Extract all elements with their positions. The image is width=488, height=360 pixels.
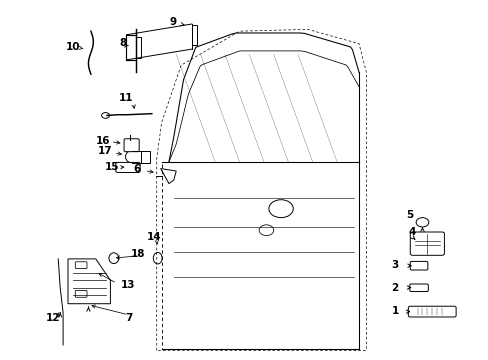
Polygon shape (68, 259, 110, 304)
Bar (136, 37, 141, 58)
Text: 17: 17 (98, 145, 112, 156)
Ellipse shape (153, 252, 162, 264)
Text: 12: 12 (46, 313, 61, 323)
Text: 9: 9 (169, 17, 177, 27)
FancyBboxPatch shape (409, 232, 444, 255)
FancyBboxPatch shape (75, 262, 87, 269)
Text: 10: 10 (65, 42, 80, 51)
FancyBboxPatch shape (407, 306, 455, 317)
Text: 7: 7 (125, 313, 132, 323)
Text: 13: 13 (121, 280, 136, 290)
Text: 3: 3 (390, 260, 398, 270)
Text: 8: 8 (119, 38, 126, 48)
Text: 6: 6 (133, 164, 141, 174)
FancyBboxPatch shape (124, 139, 139, 152)
Ellipse shape (109, 253, 119, 264)
Text: 1: 1 (391, 306, 398, 315)
FancyBboxPatch shape (75, 291, 87, 297)
Text: 16: 16 (96, 136, 110, 145)
Text: 2: 2 (391, 283, 398, 293)
Bar (141, 150, 150, 163)
Text: 15: 15 (104, 162, 119, 172)
FancyBboxPatch shape (409, 284, 427, 292)
Polygon shape (160, 168, 176, 184)
Text: 4: 4 (407, 228, 415, 237)
Text: 18: 18 (131, 249, 145, 259)
Bar (191, 25, 196, 45)
Text: 11: 11 (119, 93, 134, 103)
Text: 14: 14 (147, 232, 161, 242)
FancyBboxPatch shape (409, 261, 427, 270)
FancyBboxPatch shape (116, 162, 140, 172)
Text: 5: 5 (406, 210, 413, 220)
